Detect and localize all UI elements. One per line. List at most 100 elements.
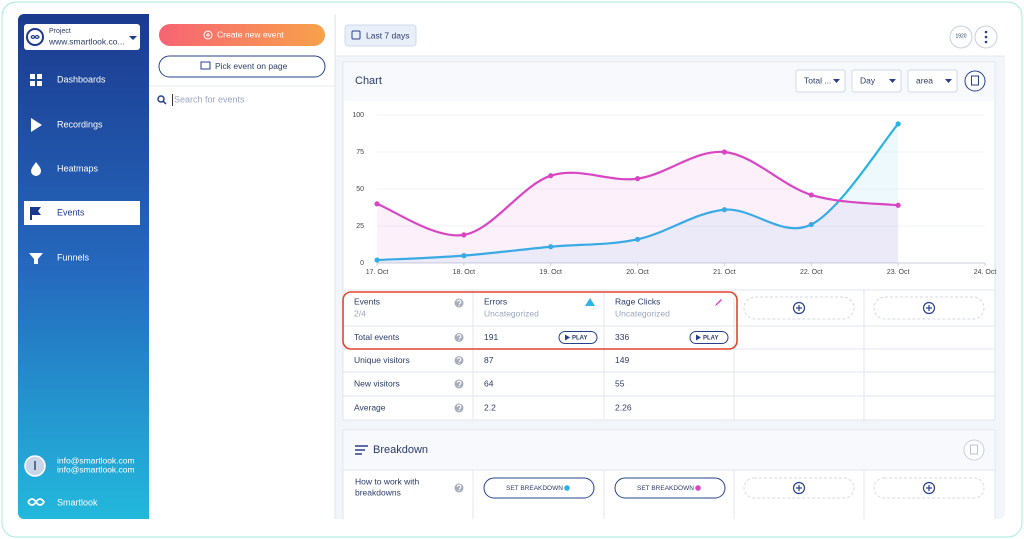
chart-card	[342, 61, 996, 421]
help-icon	[456, 404, 462, 410]
point	[721, 207, 728, 213]
help-icon	[458, 410, 460, 412]
point	[634, 176, 641, 182]
nav-icon	[31, 162, 41, 176]
x-tick-label: 17. Oct	[366, 269, 389, 276]
point	[721, 149, 728, 155]
row-label: Average	[354, 402, 386, 412]
help-icon	[458, 490, 460, 492]
export-button[interactable]	[963, 439, 985, 461]
resolution-button[interactable]	[949, 25, 973, 49]
search-input[interactable]: Search for events	[174, 94, 245, 104]
plus-icon	[792, 301, 806, 315]
project-name: www.smartlook.co...	[48, 36, 125, 46]
user-email: info@smartlook.com	[57, 455, 135, 465]
point	[634, 236, 641, 242]
x-tick-label: 22. Oct	[800, 269, 823, 276]
pick-label: Pick event on page	[215, 61, 288, 71]
help-icon	[458, 386, 460, 388]
dropdown[interactable]	[851, 69, 902, 93]
create-button[interactable]	[159, 24, 325, 46]
nav-item[interactable]: Funnels	[57, 252, 90, 262]
events-header: Events	[354, 296, 380, 306]
point	[808, 221, 814, 228]
breakdown-button[interactable]	[614, 477, 726, 499]
logo-mark	[30, 34, 40, 40]
project-label: Project	[49, 28, 71, 35]
x-tick-label: 23. Oct	[887, 269, 910, 276]
brand-logo	[27, 498, 46, 506]
cell: 149	[615, 355, 629, 365]
dot	[984, 30, 988, 34]
nav-item[interactable]: Heatmaps	[57, 163, 99, 173]
play-button[interactable]	[689, 331, 729, 344]
nav-item[interactable]: Dashboards	[57, 74, 106, 84]
y-tick-label: 100	[352, 112, 364, 119]
plus-icon	[206, 33, 210, 37]
dropdown-label: Day	[860, 75, 876, 85]
nav-item[interactable]: Events	[57, 207, 85, 217]
dropdown[interactable]	[907, 69, 958, 93]
breakdown-header	[344, 431, 994, 470]
event-name: Rage Clicks	[615, 296, 660, 306]
search-icon	[157, 95, 165, 103]
app: Project www.smartlook.co... Dashboards Re…	[18, 14, 1005, 519]
help-icon	[458, 305, 460, 307]
row-label: Total events	[354, 332, 399, 342]
point	[895, 202, 901, 208]
date-label: Last 7 days	[366, 30, 409, 40]
plus-icon	[922, 481, 936, 495]
help-icon	[456, 299, 462, 305]
user-email: info@smartlook.com	[57, 464, 135, 474]
help-icon	[456, 380, 462, 386]
sidebar	[18, 14, 149, 519]
help-icon	[454, 356, 464, 365]
breakdown-row: SET BREAKDOWN SET BREAKDOWN	[454, 470, 985, 519]
breakdown-row-label: breakdowns	[355, 487, 401, 497]
series-dot	[695, 485, 701, 491]
point	[374, 257, 380, 263]
play-label: PLAY	[703, 336, 718, 342]
plot: Total ... Day area 0 25 50 75 100 17. Oct 18. Oct…	[352, 69, 996, 276]
cell: 2.26	[615, 402, 632, 412]
project-logo	[26, 28, 44, 46]
point	[548, 173, 554, 179]
project-select[interactable]	[24, 24, 140, 50]
help-icon	[458, 362, 460, 364]
nav-active	[24, 201, 140, 225]
pick-icon	[200, 61, 211, 70]
area	[377, 151, 899, 263]
nav-icon	[31, 118, 42, 132]
plus-icon	[922, 301, 936, 315]
export-icon	[971, 75, 979, 86]
help-icon	[454, 379, 464, 389]
cell: 55	[615, 378, 625, 388]
caret	[889, 79, 896, 83]
dropdown-label: area	[916, 75, 933, 85]
dropdown[interactable]	[795, 69, 846, 93]
nav-icon	[29, 253, 43, 264]
nav-icon	[30, 207, 41, 220]
cell: 87	[484, 355, 494, 365]
export-button[interactable]	[964, 70, 986, 92]
cell: 64	[484, 378, 494, 388]
pick-button[interactable]	[158, 55, 326, 78]
nav: Dashboards Recordings Heatmaps Events Funnel…	[24, 74, 140, 264]
dot	[984, 40, 988, 44]
event-panel	[149, 14, 335, 519]
events-count: 2/4	[354, 308, 366, 318]
play-button[interactable]	[558, 331, 598, 344]
help-icon	[456, 357, 462, 362]
nav-icon	[30, 74, 42, 86]
play-icon	[565, 334, 570, 341]
breakdown-button-label: SET BREAKDOWN	[506, 485, 563, 492]
breakdown-button[interactable]	[483, 477, 595, 499]
row-label: New visitors	[354, 378, 400, 388]
cell: 2.2	[484, 402, 496, 412]
event-category: Uncategorized	[484, 308, 539, 318]
point	[895, 121, 901, 127]
x-tick-label: 20. Oct	[626, 269, 649, 276]
nav-item[interactable]: Recordings	[57, 119, 103, 129]
point	[374, 201, 380, 207]
date-button[interactable]	[344, 24, 417, 47]
